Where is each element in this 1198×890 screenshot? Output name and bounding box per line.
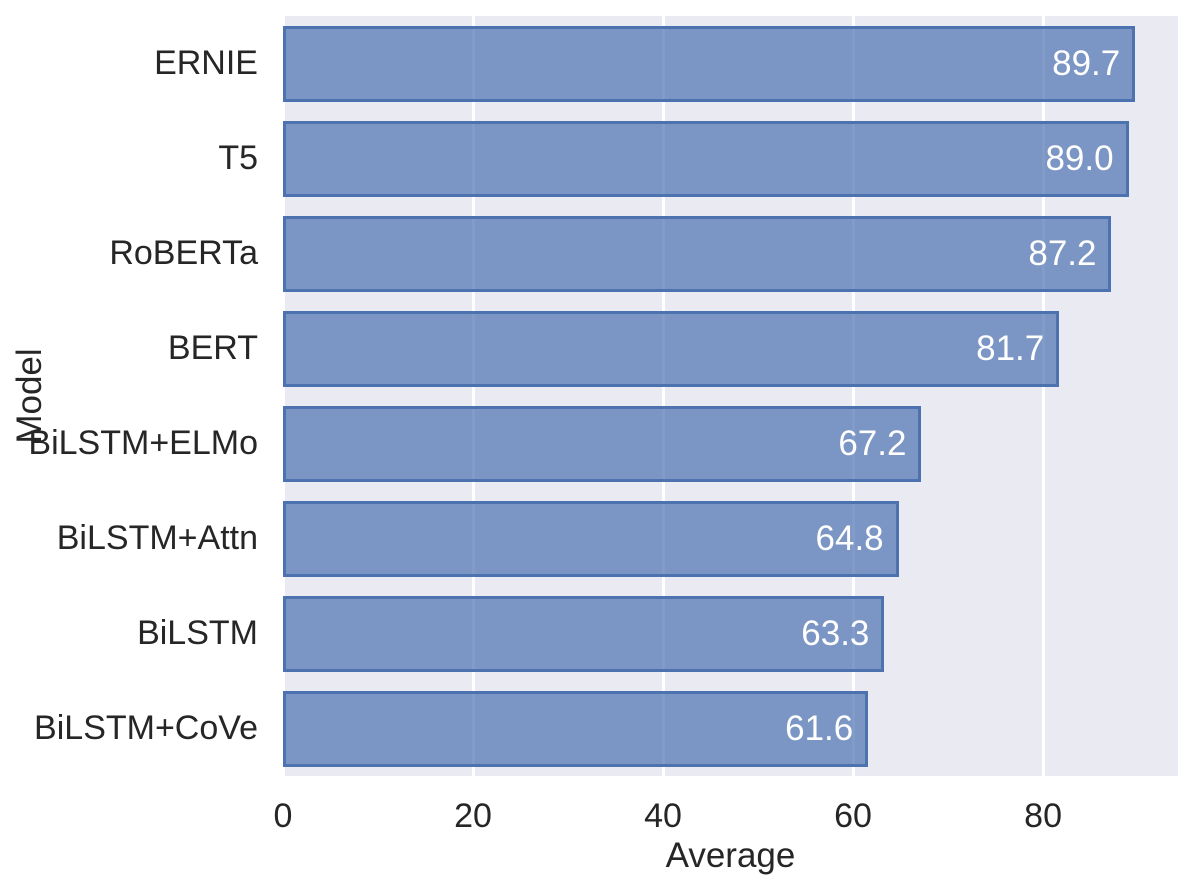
gridline-x-80 <box>1041 16 1045 776</box>
bar-BERT: 81.7 <box>283 310 1060 387</box>
xtick-label-60: 60 <box>834 797 872 835</box>
bar-BiLSTM+ELMo: 67.2 <box>283 405 922 482</box>
gridline-x-60 <box>851 16 855 776</box>
ytick-label-BERT: BERT <box>167 329 258 367</box>
bar-value-label: 89.0 <box>1045 138 1114 178</box>
ytick-label-BiLSTM: BiLSTM <box>137 614 258 652</box>
bar-T5: 89.0 <box>283 120 1129 197</box>
xtick-label-20: 20 <box>454 797 492 835</box>
plot-area: 89.7 89.0 87.2 81.7 67.2 64.8 63.3 61.6 <box>283 16 1178 776</box>
bar-RoBERTa: 87.2 <box>283 215 1112 292</box>
ytick-label-BiLSTM+ELMo: BiLSTM+ELMo <box>28 424 258 462</box>
bar-BiLSTM: 63.3 <box>283 595 885 672</box>
xtick-label-0: 0 <box>273 797 293 835</box>
y-axis-tick-labels: ERNIE T5 RoBERTa BERT BiLSTM+ELMo BiLSTM+Attn… <box>0 16 258 776</box>
ytick-label-BiLSTM+Attn: BiLSTM+Attn <box>56 519 258 557</box>
bar-value-label: 67.2 <box>838 423 907 463</box>
y-axis-title: Model <box>10 348 49 444</box>
bar-ERNIE: 89.7 <box>283 25 1136 102</box>
gridline-x-20 <box>471 16 475 776</box>
bar-BiLSTM+Attn: 64.8 <box>283 500 899 577</box>
ytick-label-ERNIE: ERNIE <box>154 44 258 82</box>
x-axis-tick-labels: 0 20 40 60 80 <box>274 796 1178 836</box>
ytick-label-BiLSTM+CoVe: BiLSTM+CoVe <box>34 709 258 747</box>
bar-value-label: 64.8 <box>815 518 884 558</box>
bar-value-label: 87.2 <box>1028 233 1097 273</box>
xtick-label-80: 80 <box>1024 797 1062 835</box>
bar-value-label: 81.7 <box>976 328 1045 368</box>
bar-value-label: 63.3 <box>801 613 870 653</box>
ytick-label-T5: T5 <box>218 139 258 177</box>
ytick-label-RoBERTa: RoBERTa <box>109 234 258 272</box>
bar-BiLSTM+CoVe: 61.6 <box>283 690 869 767</box>
gridline-x-0 <box>283 16 285 776</box>
x-axis-title: Average <box>665 836 796 875</box>
bar-value-label: 61.6 <box>785 708 854 748</box>
xtick-label-40: 40 <box>644 797 682 835</box>
gridline-x-40 <box>661 16 665 776</box>
bar-value-label: 89.7 <box>1052 43 1121 83</box>
